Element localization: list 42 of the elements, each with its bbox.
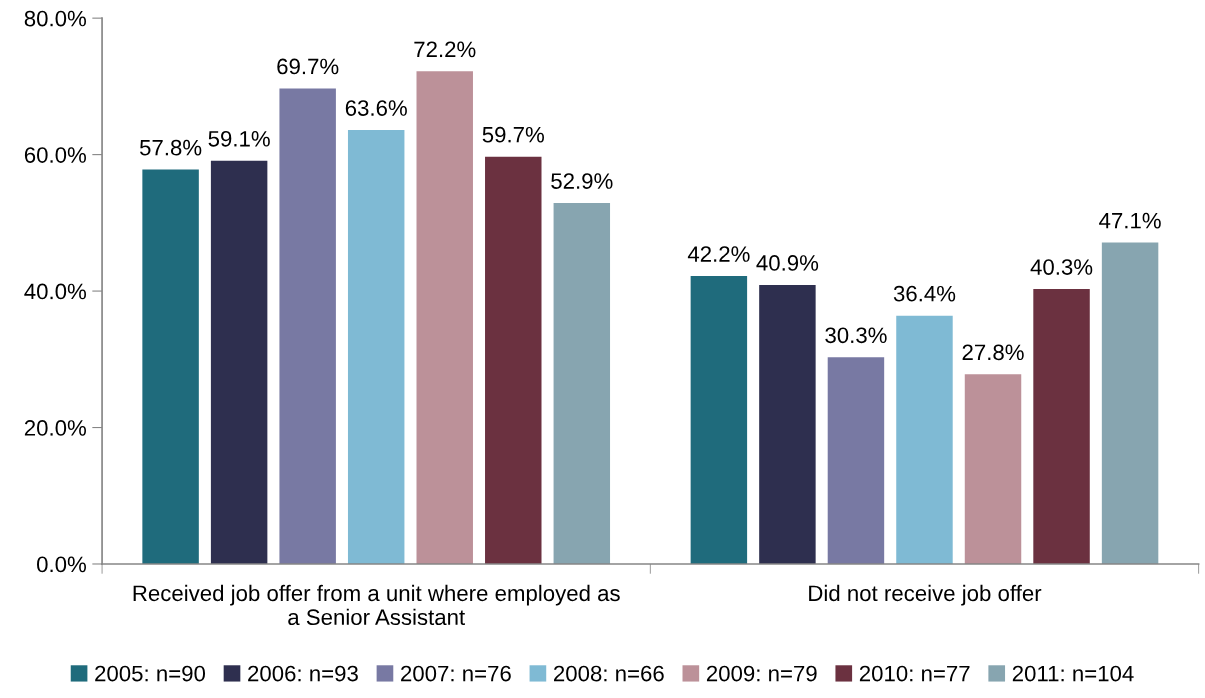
bar [347, 130, 405, 564]
legend-label: 2008: n=66 [554, 665, 664, 682]
y-tick-label: 40.0% [24, 283, 86, 300]
bar [1033, 289, 1090, 564]
bar [1101, 242, 1159, 564]
data-label: 59.7% [482, 126, 544, 143]
data-label: 40.9% [756, 255, 819, 271]
legend-label: 2011: n=104 [1012, 665, 1134, 682]
bar [485, 156, 542, 564]
y-tick-label: 60.0% [24, 147, 86, 163]
data-label: 30.3% [825, 327, 887, 344]
x-tick-label: Did not receive job offer [809, 584, 1042, 606]
legend-label: 2007: n=76 [401, 665, 511, 682]
bar [210, 160, 268, 564]
bar [690, 276, 748, 564]
bar [759, 284, 816, 564]
y-tick-label: 80.0% [24, 10, 86, 27]
legend-label: 2010: n=77 [859, 665, 970, 682]
bar [964, 374, 1022, 564]
bar [553, 203, 611, 564]
data-label: 59.1% [208, 130, 270, 147]
data-label: 63.6% [345, 100, 407, 116]
data-label: 27.8% [962, 344, 1024, 361]
legend-label: 2009: n=79 [706, 665, 817, 682]
data-label: 42.2% [687, 246, 750, 262]
bar [896, 315, 953, 564]
data-label: 72.2% [414, 41, 476, 58]
data-label: 57.8% [139, 139, 202, 156]
data-label: 52.9% [551, 173, 613, 189]
bar [827, 357, 885, 564]
data-label: 40.3% [1030, 259, 1093, 275]
y-tick-label: 20.0% [24, 420, 86, 436]
legend-label: 2005: n=90 [95, 665, 206, 682]
y-tick-label: 0.0% [37, 556, 86, 573]
data-label: 69.7% [277, 58, 339, 75]
x-tick-label: Received job offer from a unit where employed as a Senior Assistant [133, 584, 620, 626]
bar [279, 88, 336, 564]
bar [416, 71, 473, 564]
legend-label: 2006: n=93 [248, 665, 358, 682]
bar [142, 169, 199, 564]
data-label: 36.4% [893, 285, 956, 302]
data-label: 47.1% [1099, 212, 1161, 229]
